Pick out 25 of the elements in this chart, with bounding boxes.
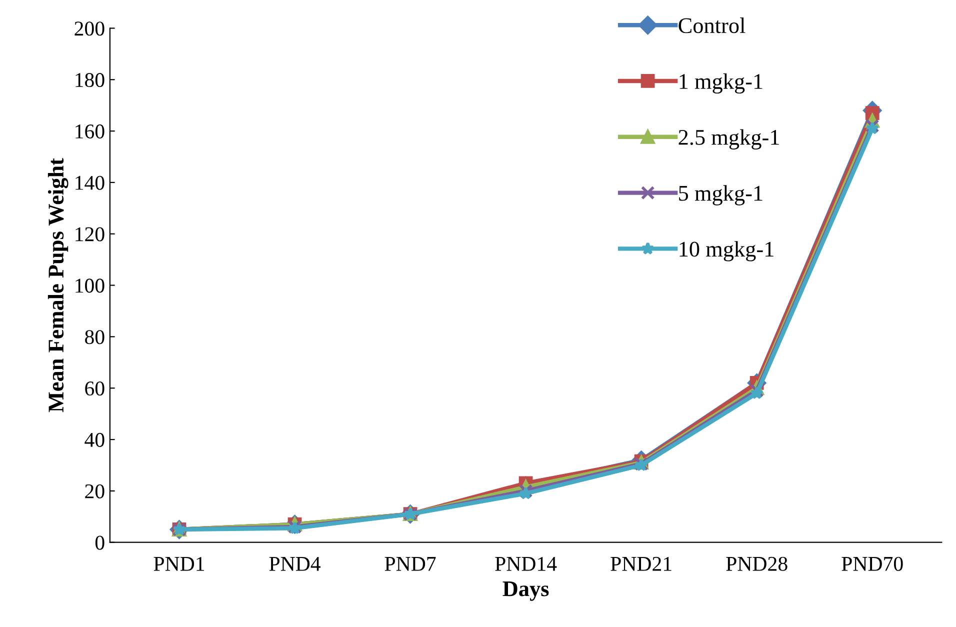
y-tick-label: 0 <box>95 536 104 550</box>
y-tick-label: 200 <box>74 22 104 36</box>
legend-label: 2.5 mgkg-1 <box>678 129 779 150</box>
x-axis-title: Days <box>502 582 549 601</box>
x-tick-label: PND21 <box>610 556 672 571</box>
y-tick-label: 20 <box>85 484 104 498</box>
legend-label: Control <box>678 18 746 34</box>
legend-label: 5 mgkg-1 <box>679 185 762 206</box>
y-tick-label: 180 <box>76 73 104 88</box>
legend-label: 10 mgkg-1 <box>680 241 774 262</box>
y-tick-label: 140 <box>76 176 104 190</box>
x-tick-label: PND4 <box>269 556 320 571</box>
y-tick-label: 160 <box>76 124 104 138</box>
x-tick-label: PND14 <box>495 556 557 571</box>
y-tick-label: 60 <box>85 381 104 396</box>
x-tick-label: PND1 <box>154 556 204 571</box>
x-tick-label: PND28 <box>726 556 788 571</box>
y-tick-label: 120 <box>76 227 104 242</box>
x-tick-label: PND70 <box>842 556 903 571</box>
y-tick-label: 80 <box>85 330 104 344</box>
x-tick-label: PND7 <box>384 557 436 571</box>
y-tick-label: 40 <box>84 432 104 447</box>
legend-label: 1 mgkg-1 <box>680 73 762 94</box>
y-tick-label: 100 <box>76 278 104 293</box>
y-axis-title: Mean Female Pups Weight <box>48 158 68 412</box>
